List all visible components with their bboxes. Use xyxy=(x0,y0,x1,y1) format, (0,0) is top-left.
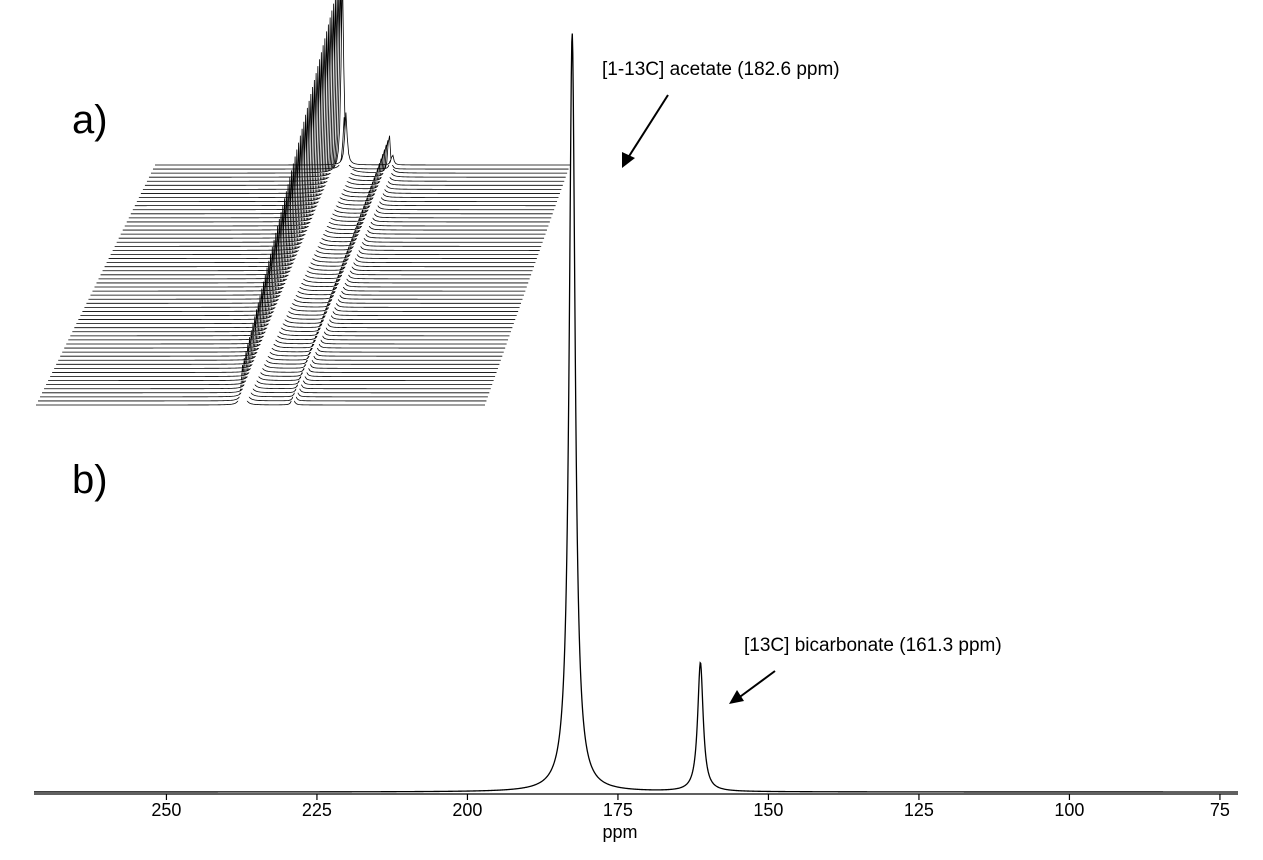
stacked-spectrum-trace xyxy=(76,225,514,325)
x-tick-label: 250 xyxy=(151,800,181,820)
stacked-spectrum-trace xyxy=(72,239,511,333)
x-tick-label: 150 xyxy=(753,800,783,820)
stacked-spectrum-trace xyxy=(116,87,543,243)
stacked-spectrum-trace xyxy=(98,149,530,280)
stacked-spectrum-trace xyxy=(44,337,491,390)
spectrum-line xyxy=(34,33,1238,793)
x-axis: 250 225 200 175 150 125 100 75 xyxy=(34,793,1238,820)
stacked-spectrum-trace xyxy=(40,351,488,398)
annotation-acetate: [1-13C] acetate (182.6 ppm) xyxy=(602,59,840,80)
stacked-spectrum-trace xyxy=(60,281,503,357)
x-tick-label: 200 xyxy=(452,800,482,820)
panel-label-a: a) xyxy=(72,98,108,142)
stacked-spectrum-trace xyxy=(132,31,555,211)
stacked-spectrum-trace xyxy=(126,52,550,223)
stacked-spectrum-trace xyxy=(146,0,565,182)
stacked-spectrum-trace xyxy=(50,316,496,377)
stacked-spectrum-trace xyxy=(130,38,553,215)
stacked-spectrum-trace xyxy=(102,135,533,272)
stacked-spectrum-trace xyxy=(104,128,534,268)
stacked-spectra-panel xyxy=(36,0,570,406)
stacked-spectrum-trace xyxy=(128,45,552,219)
stacked-spectrum-trace xyxy=(74,232,513,329)
stacked-spectrum-trace xyxy=(120,73,546,235)
stacked-spectrum-trace xyxy=(66,260,507,345)
stacked-spectrum-trace xyxy=(68,253,509,341)
annotation-bicarbonate-arrowhead xyxy=(729,690,744,704)
stacked-spectrum-trace xyxy=(144,0,563,186)
annotation-bicarbonate-arrow xyxy=(736,670,776,700)
stacked-spectrum-trace xyxy=(88,184,523,300)
stacked-spectrum-trace xyxy=(92,170,526,292)
stacked-spectrum-trace xyxy=(118,80,545,239)
x-tick-label: 175 xyxy=(603,800,633,820)
stacked-spectrum-trace xyxy=(150,0,568,174)
stacked-spectrum-trace xyxy=(52,309,497,373)
stacked-spectrum-trace xyxy=(122,66,547,231)
x-tick-label: 125 xyxy=(904,800,934,820)
stacked-spectrum-trace xyxy=(124,59,549,227)
stacked-spectrum-trace xyxy=(90,177,524,296)
x-tick-label: 100 xyxy=(1054,800,1084,820)
stacked-spectrum-trace xyxy=(36,364,485,406)
stacked-spectrum-trace xyxy=(58,288,501,361)
stacked-spectrum-trace xyxy=(42,344,490,394)
stacked-spectrum-trace xyxy=(136,17,558,202)
stacked-spectrum-trace xyxy=(56,295,500,365)
stacked-spectrum-trace xyxy=(152,117,569,170)
stacked-spectrum-trace xyxy=(140,3,560,194)
x-axis-label: ppm xyxy=(602,822,637,842)
stacked-spectrum-trace xyxy=(134,24,556,207)
stacked-spectrum-trace xyxy=(46,330,493,386)
stacked-spectrum-trace xyxy=(70,246,510,337)
annotation-acetate-arrow xyxy=(625,94,669,162)
x-tick-label: 225 xyxy=(302,800,332,820)
stacked-spectrum-trace xyxy=(108,114,537,259)
stacked-spectrum-trace xyxy=(110,107,539,255)
annotation-bicarbonate: [13C] bicarbonate (161.3 ppm) xyxy=(744,635,1002,656)
stacked-spectrum-trace xyxy=(114,93,542,247)
stacked-spectrum-trace xyxy=(62,274,504,353)
stacked-spectrum-trace xyxy=(80,212,517,316)
stacked-spectrum-trace xyxy=(100,142,532,276)
stacked-spectrum-trace xyxy=(96,156,529,284)
stacked-spectrum-trace xyxy=(54,302,498,369)
stacked-spectrum-trace xyxy=(84,198,520,308)
stacked-spectrum-trace xyxy=(155,112,570,166)
stacked-spectrum-trace xyxy=(138,10,559,198)
stacked-spectrum-trace xyxy=(86,191,522,304)
panel-label-b: b) xyxy=(72,458,108,502)
annotation-acetate-arrowhead xyxy=(622,152,635,168)
stacked-spectrum-trace xyxy=(38,358,487,402)
stacked-spectrum-trace xyxy=(112,100,540,251)
stacked-spectrum-trace xyxy=(106,121,536,264)
stacked-spectrum-trace xyxy=(64,267,506,349)
stacked-spectrum-trace xyxy=(148,0,566,178)
stacked-spectrum-trace xyxy=(142,0,562,190)
stacked-spectrum-trace xyxy=(78,219,516,320)
spectrum-panel xyxy=(34,33,1238,793)
stacked-spectrum-trace xyxy=(82,205,519,312)
stacked-spectrum-trace xyxy=(94,163,527,288)
stacked-spectrum-trace xyxy=(48,323,494,381)
x-tick-label: 75 xyxy=(1210,800,1230,820)
